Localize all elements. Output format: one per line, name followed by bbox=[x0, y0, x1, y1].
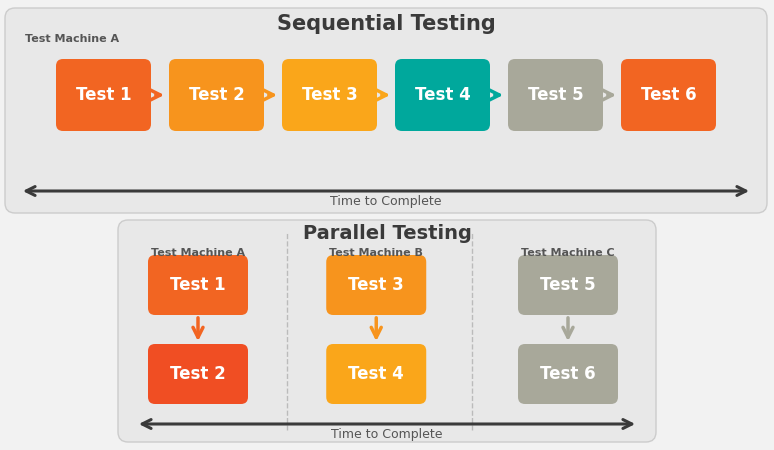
FancyBboxPatch shape bbox=[326, 344, 426, 404]
Text: Test 5: Test 5 bbox=[540, 276, 596, 294]
Text: Test 2: Test 2 bbox=[170, 365, 226, 383]
Text: Test Machine A: Test Machine A bbox=[151, 248, 245, 258]
Text: Parallel Testing: Parallel Testing bbox=[303, 224, 471, 243]
Text: Test 1: Test 1 bbox=[170, 276, 226, 294]
Text: Time to Complete: Time to Complete bbox=[330, 195, 442, 208]
Text: Time to Complete: Time to Complete bbox=[331, 428, 443, 441]
Text: Test 5: Test 5 bbox=[528, 86, 584, 104]
FancyBboxPatch shape bbox=[148, 255, 248, 315]
Text: Test 4: Test 4 bbox=[348, 365, 404, 383]
Text: Test Machine C: Test Machine C bbox=[521, 248, 615, 258]
FancyBboxPatch shape bbox=[56, 59, 151, 131]
Text: Test 6: Test 6 bbox=[641, 86, 697, 104]
FancyBboxPatch shape bbox=[282, 59, 377, 131]
Text: Test 4: Test 4 bbox=[415, 86, 471, 104]
FancyBboxPatch shape bbox=[148, 344, 248, 404]
Text: Test Machine B: Test Machine B bbox=[329, 248, 423, 258]
FancyBboxPatch shape bbox=[508, 59, 603, 131]
Text: Test 3: Test 3 bbox=[302, 86, 358, 104]
Text: Test 1: Test 1 bbox=[76, 86, 132, 104]
Text: Test 2: Test 2 bbox=[189, 86, 245, 104]
FancyBboxPatch shape bbox=[518, 255, 618, 315]
FancyBboxPatch shape bbox=[169, 59, 264, 131]
FancyBboxPatch shape bbox=[118, 220, 656, 442]
Text: Sequential Testing: Sequential Testing bbox=[276, 14, 495, 34]
FancyBboxPatch shape bbox=[621, 59, 716, 131]
Text: Test 6: Test 6 bbox=[540, 365, 596, 383]
Text: Test Machine A: Test Machine A bbox=[25, 34, 119, 44]
Text: Test 3: Test 3 bbox=[348, 276, 404, 294]
FancyBboxPatch shape bbox=[518, 344, 618, 404]
FancyBboxPatch shape bbox=[395, 59, 490, 131]
FancyBboxPatch shape bbox=[326, 255, 426, 315]
FancyBboxPatch shape bbox=[5, 8, 767, 213]
